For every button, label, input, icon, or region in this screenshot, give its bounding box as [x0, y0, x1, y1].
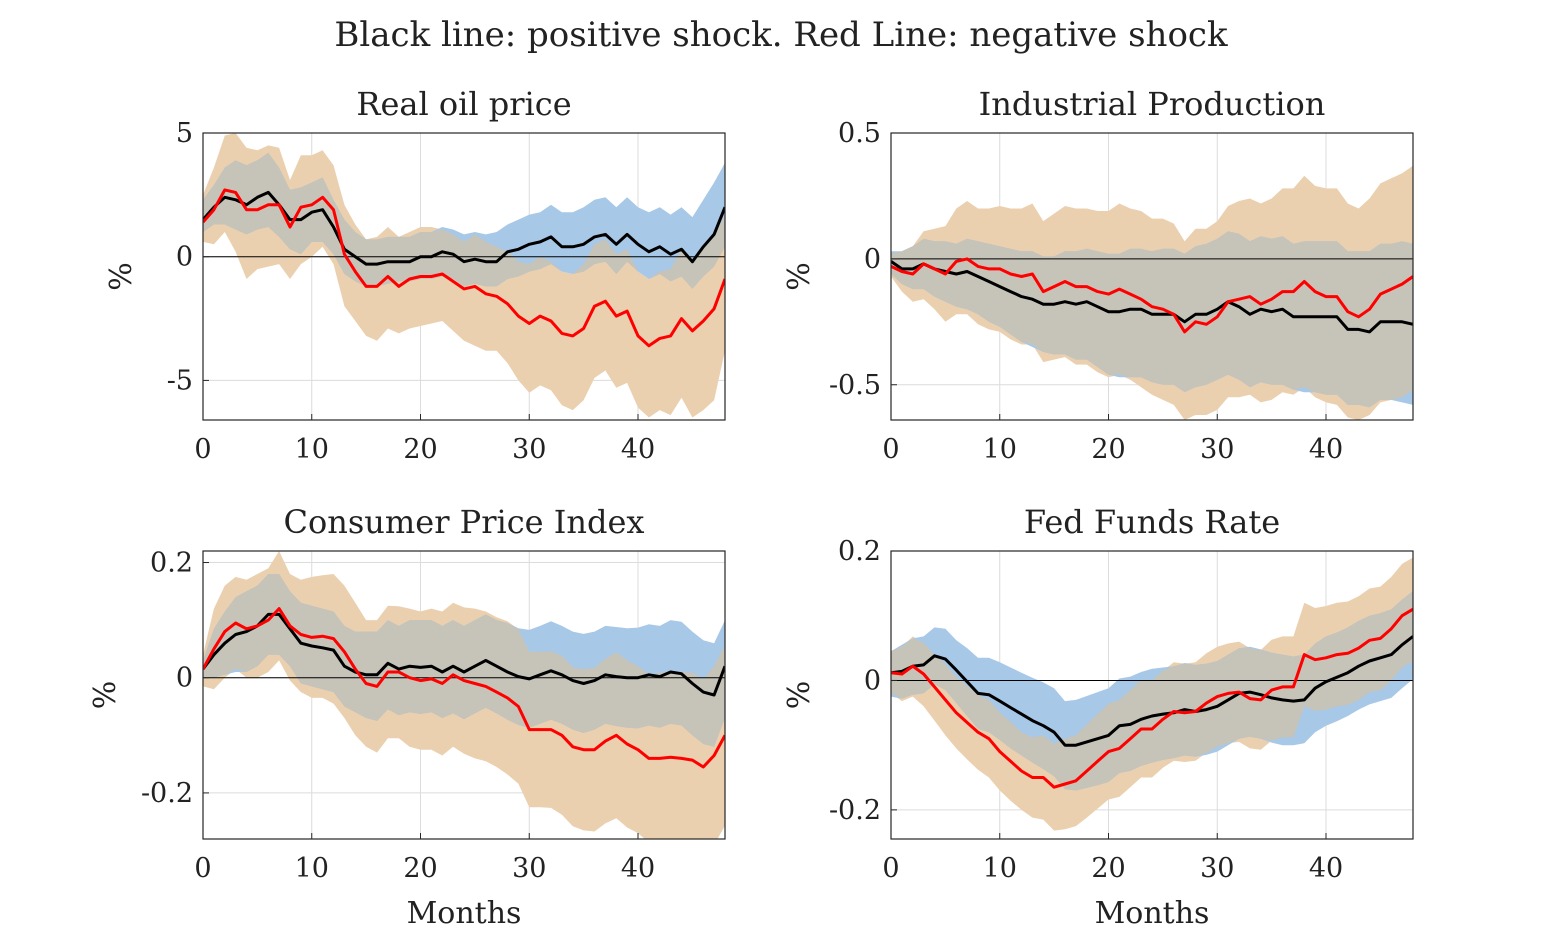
axes-box	[202, 550, 726, 840]
x-tick-label: 20	[1091, 853, 1125, 884]
x-tick-label: 40	[621, 434, 655, 465]
x-tick-label: 30	[512, 853, 546, 884]
x-tick-label: 0	[882, 853, 899, 884]
y-tick-label: -0.2	[141, 778, 193, 809]
y-tick-label: -0.5	[829, 370, 881, 401]
y-tick-label: 0	[176, 663, 193, 694]
positive-shock-line	[203, 190, 725, 266]
panel-title: Real oil price	[356, 85, 571, 123]
y-tick-label: 0.2	[838, 536, 881, 567]
x-tick-label: 0	[882, 434, 899, 465]
axes-box	[890, 132, 1414, 421]
x-tick-label: 10	[983, 434, 1017, 465]
x-axis-label: Months	[1095, 896, 1210, 931]
x-tick-label: 10	[295, 434, 329, 465]
y-tick-label: 0.2	[150, 548, 193, 579]
panel-consumer-price-index: 0 10 20 30 40 -0.2 0 0.2 Consumer Price Index% Mo…	[88, 503, 726, 931]
x-tick-label: 40	[1309, 434, 1343, 465]
x-tick-label: 40	[1309, 853, 1343, 884]
y-axis-label: %	[104, 262, 139, 291]
y-tick-label: 0.5	[838, 118, 881, 149]
y-axis-label: %	[782, 681, 817, 710]
band-overlap	[203, 574, 725, 747]
x-tick-label: 30	[1200, 434, 1234, 465]
y-axis-label: %	[782, 262, 817, 291]
negative-shock-line	[203, 188, 725, 348]
band-overlap	[203, 152, 725, 289]
positive-shock-line	[203, 612, 725, 697]
x-tick-label: 30	[512, 434, 546, 465]
panel-title: Consumer Price Index	[284, 503, 645, 541]
y-tick-label: 0	[864, 665, 881, 696]
x-tick-label: 20	[1091, 434, 1125, 465]
x-tick-label: 0	[194, 434, 211, 465]
positive-shock-line	[891, 635, 1413, 747]
y-tick-label: 0	[176, 242, 193, 273]
positive-shock-line	[891, 260, 1413, 334]
panel-title: Industrial Production	[979, 85, 1326, 123]
x-tick-label: 10	[295, 853, 329, 884]
x-tick-label: 20	[403, 434, 437, 465]
x-tick-label: 0	[194, 853, 211, 884]
y-tick-label: 5	[176, 118, 193, 149]
axes-box	[202, 132, 726, 421]
band-overlap	[891, 591, 1413, 791]
axes-box	[890, 550, 1414, 840]
panel-real-oil-price: 0 10 20 30 40 -5 0 5 Real oil price%	[104, 85, 726, 465]
y-axis-label: %	[88, 681, 123, 710]
y-tick-label: -5	[167, 365, 193, 396]
negative-shock-line	[203, 607, 725, 769]
figure-title: Black line: positive shock. Red Line: ne…	[334, 15, 1228, 55]
panel-industrial-production: 0 10 20 30 40 -0.5 0 0.5 Industrial Production%	[782, 85, 1414, 465]
y-tick-label: 0	[864, 244, 881, 275]
x-tick-label: 20	[403, 853, 437, 884]
x-tick-label: 30	[1200, 853, 1234, 884]
x-axis-label: Months	[407, 896, 522, 931]
panel-title: Fed Funds Rate	[1024, 503, 1280, 541]
negative-shock-line	[891, 257, 1413, 334]
x-tick-label: 40	[621, 853, 655, 884]
x-tick-label: 10	[983, 853, 1017, 884]
y-tick-label: -0.2	[829, 795, 881, 826]
negative-shock-line	[891, 607, 1413, 789]
